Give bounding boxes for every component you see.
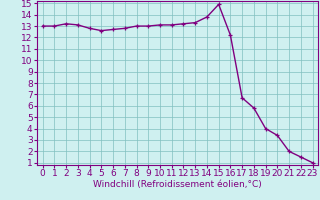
X-axis label: Windchill (Refroidissement éolien,°C): Windchill (Refroidissement éolien,°C) [93,180,262,189]
